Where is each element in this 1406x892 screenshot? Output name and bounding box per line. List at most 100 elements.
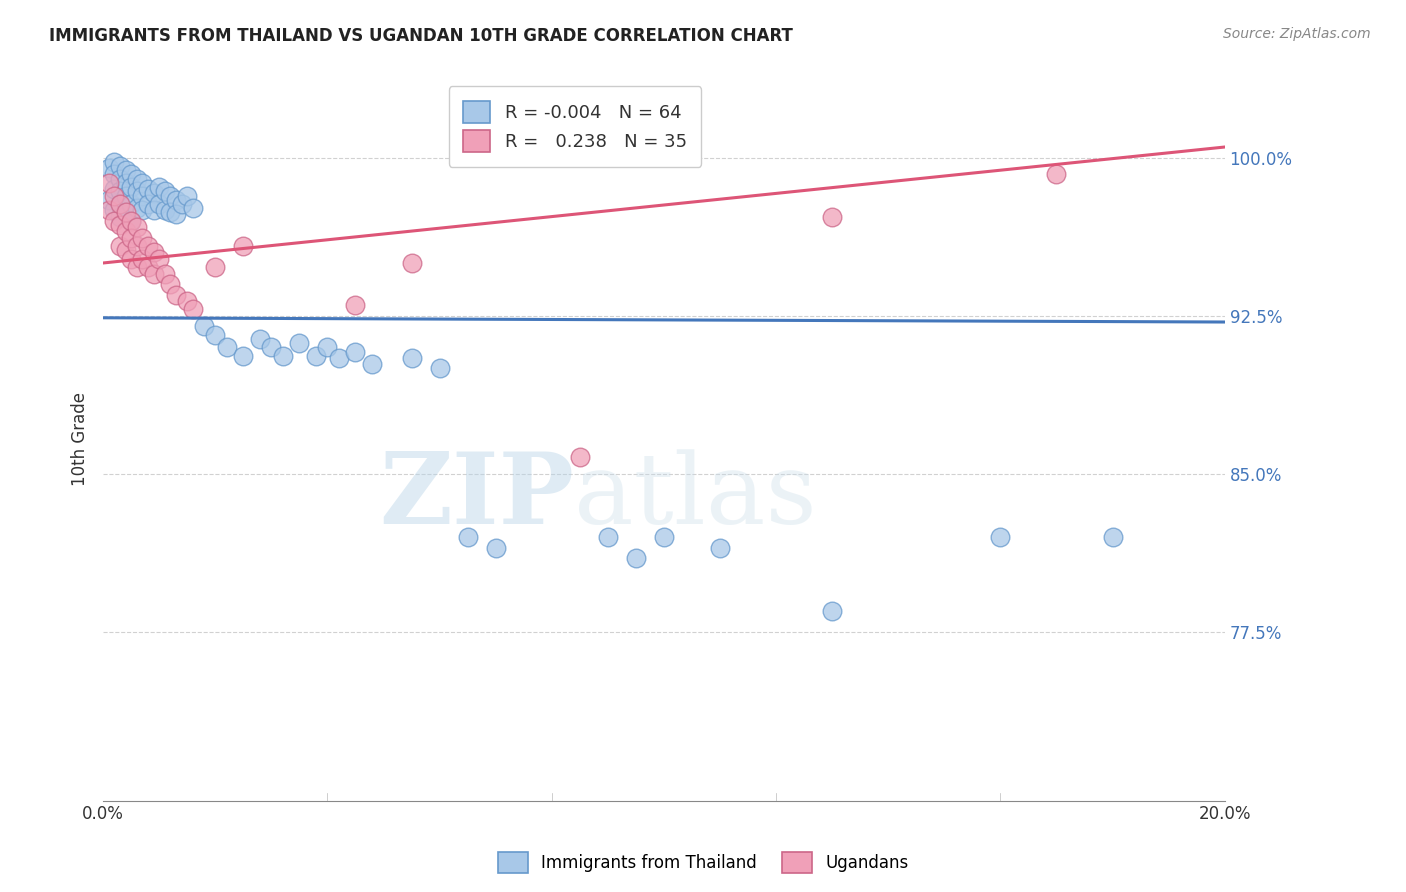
Point (114, 244, 136, 258)
Text: Source: ZipAtlas.com: Source: ZipAtlas.com (1223, 27, 1371, 41)
Point (125, 239, 148, 253)
Point (120, 214, 142, 228)
Point (131, 203, 153, 218)
Point (596, 530, 619, 544)
Point (165, 193, 187, 207)
Point (1101, 530, 1123, 544)
Point (108, 184, 131, 198)
Point (148, 180, 170, 194)
Point (260, 340, 283, 354)
Point (108, 210, 131, 224)
Text: IMMIGRANTS FROM THAILAND VS UGANDAN 10TH GRADE CORRELATION CHART: IMMIGRANTS FROM THAILAND VS UGANDAN 10TH… (49, 27, 793, 45)
Point (114, 205, 136, 219)
Point (136, 182, 159, 196)
Text: atlas: atlas (574, 449, 817, 545)
Point (103, 154, 125, 169)
Point (131, 252, 153, 266)
Point (652, 530, 675, 544)
Point (344, 298, 367, 312)
Point (120, 197, 142, 211)
Point (568, 450, 591, 464)
Point (159, 277, 181, 291)
Point (120, 230, 142, 244)
Point (148, 197, 170, 211)
Point (131, 176, 153, 190)
Point (114, 205, 136, 219)
Point (103, 188, 125, 202)
Point (108, 218, 131, 232)
Point (97, 193, 120, 207)
Point (165, 207, 187, 221)
Point (120, 180, 142, 194)
Point (204, 260, 226, 275)
Point (485, 541, 508, 555)
Point (401, 351, 423, 365)
Point (103, 182, 125, 196)
Point (176, 188, 198, 202)
Point (215, 340, 238, 354)
Point (108, 197, 131, 211)
Point (125, 171, 148, 186)
Point (429, 361, 451, 376)
Point (193, 319, 215, 334)
Point (457, 530, 479, 544)
Point (159, 205, 181, 219)
Point (108, 197, 131, 211)
Point (316, 340, 339, 354)
Point (125, 184, 148, 198)
Point (328, 351, 350, 365)
Point (120, 214, 142, 228)
Point (114, 188, 136, 202)
Point (131, 188, 153, 202)
Point (624, 551, 647, 566)
Point (204, 327, 226, 342)
Point (142, 245, 165, 260)
Point (97, 203, 120, 218)
Point (114, 224, 136, 238)
Point (153, 267, 176, 281)
Point (176, 293, 198, 308)
Point (170, 197, 193, 211)
Y-axis label: 10th Grade: 10th Grade (72, 392, 89, 486)
Point (344, 344, 367, 359)
Point (1045, 168, 1067, 182)
Point (103, 203, 125, 218)
Point (120, 168, 142, 182)
Point (142, 203, 165, 218)
Legend: Immigrants from Thailand, Ugandans: Immigrants from Thailand, Ugandans (491, 846, 915, 880)
Point (709, 541, 731, 555)
Point (108, 239, 131, 253)
Point (148, 252, 170, 266)
Point (305, 349, 328, 363)
Point (153, 203, 176, 218)
Point (232, 349, 254, 363)
Point (232, 239, 254, 253)
Point (136, 260, 159, 275)
Point (288, 336, 311, 351)
Point (131, 230, 153, 244)
Point (165, 287, 187, 301)
Point (97, 176, 120, 190)
Point (114, 163, 136, 178)
Point (125, 201, 148, 215)
Point (181, 302, 204, 317)
Point (136, 197, 159, 211)
Point (271, 349, 294, 363)
Point (821, 210, 844, 224)
Point (142, 267, 165, 281)
Text: ZIP: ZIP (380, 449, 574, 545)
Point (103, 168, 125, 182)
Point (821, 604, 844, 618)
Point (108, 159, 131, 173)
Point (108, 171, 131, 186)
Point (361, 357, 384, 371)
Point (125, 220, 148, 235)
Point (401, 256, 423, 270)
Point (120, 252, 142, 266)
Point (125, 260, 148, 275)
Point (990, 530, 1012, 544)
Point (136, 239, 159, 253)
Point (114, 176, 136, 190)
Point (142, 186, 165, 201)
Point (249, 332, 271, 346)
